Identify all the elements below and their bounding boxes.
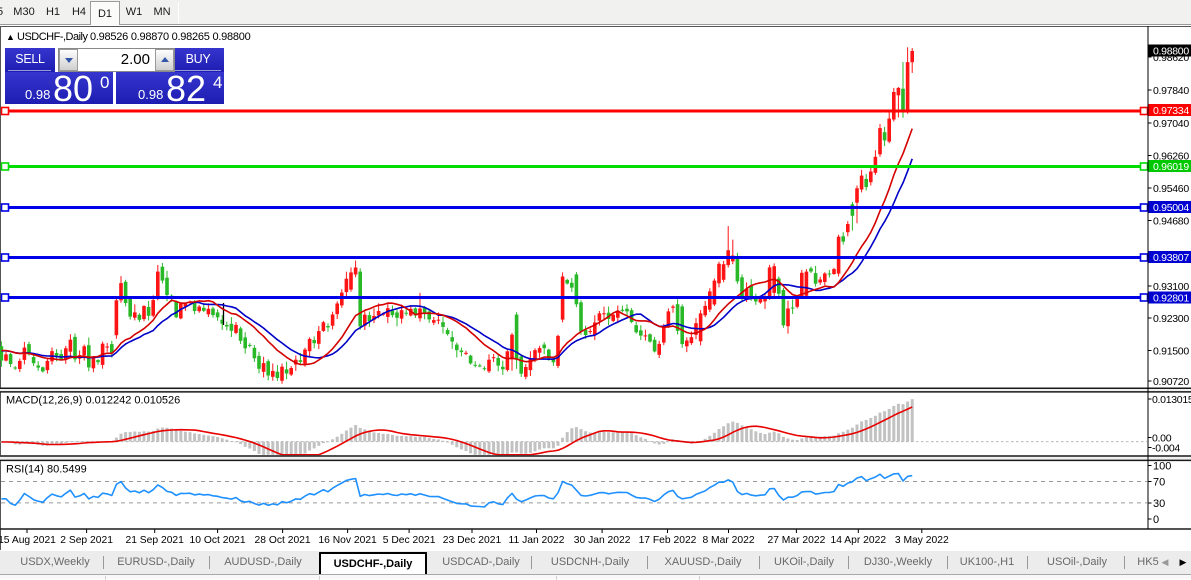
svg-text:14 Apr 2022: 14 Apr 2022 [831,535,887,546]
svg-text:0.95460: 0.95460 [1153,183,1189,195]
svg-text:16 Nov 2021: 16 Nov 2021 [318,535,377,546]
svg-text:0.97040: 0.97040 [1153,118,1189,130]
svg-text:8 Mar 2022: 8 Mar 2022 [702,535,754,546]
svg-text:17 Feb 2022: 17 Feb 2022 [639,535,697,546]
svg-text:0.93100: 0.93100 [1153,281,1189,293]
svg-text:0.93807: 0.93807 [1153,252,1189,264]
svg-text:5 Dec 2021: 5 Dec 2021 [383,535,436,546]
svg-text:27 Mar 2022: 27 Mar 2022 [767,535,825,546]
svg-text:11 Jan 2022: 11 Jan 2022 [509,535,565,546]
svg-text:21 Sep 2021: 21 Sep 2021 [125,535,184,546]
svg-text:2 Sep 2021: 2 Sep 2021 [60,535,113,546]
svg-text:28 Oct 2021: 28 Oct 2021 [255,535,311,546]
svg-text:15 Aug 2021: 15 Aug 2021 [0,535,56,546]
svg-text:0.92300: 0.92300 [1153,313,1189,325]
svg-text:0.98800: 0.98800 [1153,45,1189,57]
svg-text:23 Dec 2021: 23 Dec 2021 [443,535,502,546]
svg-text:0: 0 [1153,514,1159,526]
svg-text:MACD(12,26,9) 0.012242 0.01052: MACD(12,26,9) 0.012242 0.010526 [6,395,180,407]
svg-text:30 Jan 2022: 30 Jan 2022 [574,535,631,546]
svg-text:30: 30 [1153,498,1165,510]
svg-text:0.95004: 0.95004 [1153,202,1189,214]
svg-text:70: 70 [1153,476,1165,488]
svg-text:0.97334: 0.97334 [1153,105,1189,117]
svg-text:3 May 2022: 3 May 2022 [895,535,949,546]
svg-text:0.94680: 0.94680 [1153,215,1189,227]
svg-text:-0.004: -0.004 [1152,442,1180,454]
svg-text:100: 100 [1153,460,1171,472]
svg-text:0.96019: 0.96019 [1153,161,1189,173]
svg-text:0.97840: 0.97840 [1153,85,1189,97]
svg-text:RSI(14) 80.5499: RSI(14) 80.5499 [6,464,87,476]
svg-text:0.90720: 0.90720 [1153,376,1189,388]
svg-text:0.92801: 0.92801 [1153,292,1189,304]
svg-text:0.91500: 0.91500 [1153,345,1189,357]
svg-text:10 Oct 2021: 10 Oct 2021 [190,535,246,546]
svg-text:0.013015: 0.013015 [1152,394,1191,406]
